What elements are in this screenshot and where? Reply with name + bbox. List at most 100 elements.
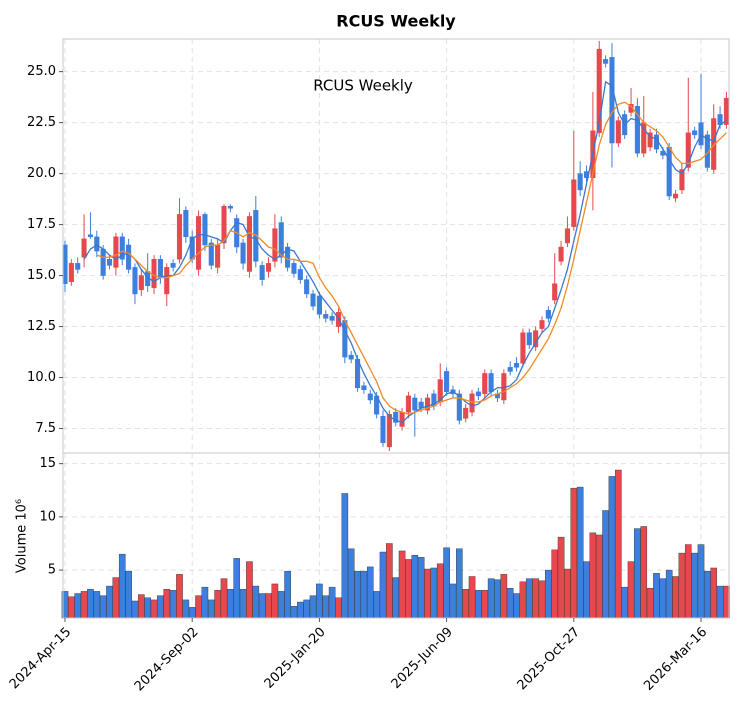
volume-bar [360, 570, 368, 619]
volume-bar [239, 589, 247, 619]
candle-body [75, 263, 81, 270]
candle-body [463, 407, 469, 419]
candle-body [81, 238, 87, 258]
volume-bar [157, 595, 164, 619]
candle-body [272, 228, 278, 262]
volume-bar [710, 567, 718, 619]
volume-bar [290, 606, 298, 619]
candle-body [571, 179, 577, 227]
volume-bar [284, 570, 291, 619]
volume-bar [335, 597, 342, 619]
volume-axis-label: Volume 10⁶ [15, 499, 30, 573]
candle-body [361, 385, 367, 391]
candle-body [176, 214, 183, 260]
volume-bar [519, 581, 527, 619]
candle-body [196, 216, 202, 270]
volume-bar [195, 595, 202, 619]
volume-bar [691, 552, 698, 619]
y-tick-label: 25.0 [27, 64, 56, 79]
candle-body [545, 309, 551, 319]
candle-body [157, 259, 163, 278]
volume-bar [665, 569, 673, 619]
volume-bar [576, 486, 584, 619]
candle-body [208, 242, 214, 266]
candle-body [399, 411, 405, 427]
y-tick-label: 15.0 [27, 268, 56, 283]
volume-bar [354, 570, 361, 619]
volume-bar [277, 591, 285, 619]
volume-bar [430, 567, 438, 619]
candle-body [119, 236, 125, 260]
volume-bar [595, 534, 603, 619]
volume-bar [557, 536, 565, 619]
volume-bar [316, 583, 323, 619]
volume-bar [303, 599, 310, 619]
candle-body [558, 246, 564, 262]
volume-bar [322, 595, 330, 619]
volume-bar [214, 590, 221, 619]
candle-body [666, 146, 672, 197]
volume-bar [449, 583, 457, 619]
volume-bar [347, 548, 355, 619]
volume-bar [646, 587, 654, 619]
volume-bar [99, 595, 107, 619]
moving-average-line [83, 80, 727, 424]
candle-body [329, 316, 335, 321]
volume-bar [506, 587, 514, 619]
candle-body [323, 314, 329, 319]
volume-bar [475, 590, 482, 619]
candle-body [711, 118, 717, 170]
candle-body [577, 173, 583, 191]
volume-bar [545, 569, 552, 619]
y-tick-label: 17.5 [27, 217, 56, 232]
candle-body [291, 263, 297, 274]
candle-body [520, 332, 526, 364]
candle-body [100, 248, 106, 276]
volume-y-tick-label: 5 [48, 563, 56, 578]
mark-layer [61, 41, 730, 619]
volume-bar [366, 566, 374, 619]
candle-body [94, 236, 100, 252]
volume-bar [468, 576, 476, 619]
volume-bar [182, 599, 190, 619]
volume-bar [443, 547, 450, 619]
volume-bar [144, 597, 151, 619]
volume-bar [93, 591, 101, 619]
candle-body [164, 267, 170, 295]
volume-bar [87, 589, 94, 619]
volume-bar [328, 586, 336, 619]
volume-bar [608, 476, 616, 619]
candle-body [405, 395, 411, 413]
volume-bar [265, 593, 272, 619]
candle-body [596, 48, 602, 134]
candle-body [310, 293, 316, 307]
candle-body [265, 263, 272, 272]
volume-bar [615, 469, 622, 619]
annotation: RCUS Weekly [313, 77, 413, 95]
volume-bar [672, 576, 679, 619]
candle-body [685, 132, 691, 168]
volume-bar [373, 591, 380, 619]
candle-body [215, 244, 221, 268]
volume-bar [125, 570, 132, 619]
volume-bar [258, 593, 266, 619]
volume-bar [487, 578, 495, 619]
volume-bar [297, 601, 304, 619]
candle-body [367, 393, 373, 401]
volume-bar [138, 594, 145, 619]
volume-bar [564, 568, 571, 619]
volume-bar [570, 487, 578, 619]
y-tick-label: 20.0 [27, 166, 56, 181]
candle-body [183, 210, 189, 238]
volume-bar [227, 589, 234, 619]
candle-body [278, 222, 284, 258]
candle-body [113, 236, 119, 268]
volume-bar [118, 553, 126, 619]
volume-frame [62, 452, 730, 619]
volume-bar [678, 552, 686, 619]
volume-bar [583, 561, 590, 619]
volume-bar [436, 563, 444, 619]
volume-bar [309, 595, 317, 619]
candle-body [539, 320, 545, 329]
candle-body [297, 269, 303, 280]
